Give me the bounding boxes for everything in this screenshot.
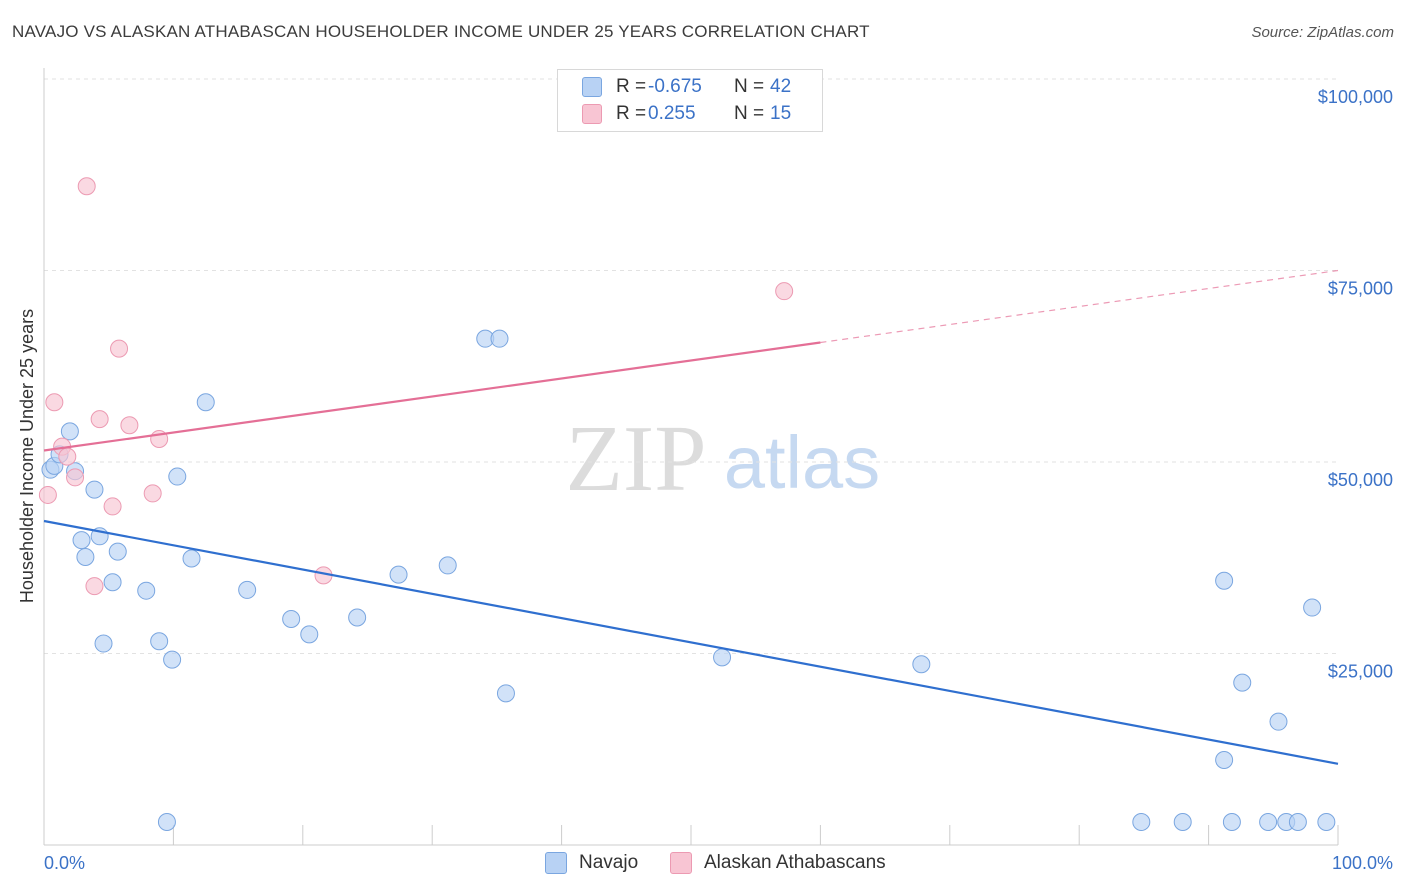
y-tick-label: $100,000	[1318, 87, 1393, 107]
data-point	[775, 282, 794, 301]
data-point	[1222, 813, 1241, 832]
trend-lines	[43, 269, 1339, 765]
axes	[43, 68, 1339, 846]
trend-line-alaskan	[43, 341, 821, 452]
legend-row-alaskan: R = 0.255 N = 15	[582, 101, 791, 127]
correlation-legend: R = -0.675 N = 42 R = 0.255 N = 15	[557, 69, 823, 132]
data-point	[108, 542, 127, 561]
legend-r-value: 0.255	[648, 103, 696, 124]
data-point	[1233, 673, 1252, 692]
data-point	[1317, 813, 1336, 832]
data-point	[66, 468, 85, 487]
legend-label-alaskan: Alaskan Athabascans	[704, 852, 886, 873]
legend-row-navajo: R = -0.675 N = 42	[582, 74, 791, 100]
data-point	[438, 556, 457, 575]
series-legend: Navajo Alaskan Athabascans	[0, 852, 1406, 876]
data-point	[85, 480, 104, 499]
legend-swatch-alaskan	[670, 852, 692, 874]
data-point	[1269, 712, 1288, 731]
x-tick-label: 100.0%	[1332, 853, 1393, 873]
watermark-zip: ZIP	[566, 407, 707, 511]
data-point	[94, 634, 113, 653]
data-point	[85, 577, 104, 596]
series-navajo	[41, 329, 1336, 832]
data-point	[38, 485, 57, 504]
data-point	[238, 580, 257, 599]
legend-swatch-navajo	[545, 852, 567, 874]
data-point	[1303, 598, 1322, 617]
legend-r-value: -0.675	[648, 76, 702, 97]
data-point	[1215, 571, 1234, 590]
data-point	[1215, 750, 1234, 769]
data-point	[196, 393, 215, 412]
data-point	[496, 684, 515, 703]
legend-label-navajo: Navajo	[579, 852, 639, 873]
legend-item-alaskan[interactable]: Alaskan Athabascans	[670, 852, 886, 874]
chart-title: NAVAJO VS ALASKAN ATHABASCAN HOUSEHOLDER…	[12, 22, 870, 41]
data-point	[76, 547, 95, 566]
data-point	[163, 650, 182, 669]
data-point	[103, 497, 122, 516]
data-point	[90, 410, 109, 429]
data-point	[182, 549, 201, 568]
data-point	[348, 608, 367, 627]
data-point	[168, 467, 187, 486]
data-point	[103, 573, 122, 592]
data-point	[1132, 813, 1151, 832]
legend-swatch-alaskan	[582, 104, 602, 124]
data-point	[912, 655, 931, 674]
data-point	[45, 393, 64, 412]
watermark: ZIP atlas	[566, 407, 881, 511]
series-alaskan	[38, 177, 794, 596]
gridlines	[44, 78, 1338, 654]
legend-n-value: 42	[770, 76, 792, 97]
y-tick-label: $50,000	[1328, 470, 1393, 490]
data-point	[120, 416, 139, 435]
legend-item-navajo[interactable]: Navajo	[545, 852, 638, 874]
data-point	[58, 447, 77, 466]
source-label: Source: ZipAtlas.com	[1251, 24, 1394, 41]
x-tick-label: 0.0%	[44, 853, 85, 873]
data-point	[143, 484, 162, 503]
data-point	[300, 625, 319, 644]
legend-swatch-navajo	[582, 77, 602, 97]
data-point	[282, 610, 301, 629]
y-axis-label: Householder Income Under 25 years	[17, 309, 37, 603]
trend-line-navajo	[43, 519, 1339, 765]
legend-r-label: R =	[616, 103, 647, 124]
data-points	[38, 177, 1336, 832]
data-point	[72, 531, 91, 550]
data-point	[713, 648, 732, 667]
data-point	[110, 339, 129, 358]
legend-r-label: R =	[616, 76, 647, 97]
data-point	[1173, 813, 1192, 832]
y-tick-label: $25,000	[1328, 662, 1393, 682]
data-point	[77, 177, 96, 196]
data-point	[1259, 813, 1278, 832]
y-tick-label: $75,000	[1328, 279, 1393, 299]
legend-n-label: N =	[734, 76, 765, 97]
watermark-atlas: atlas	[724, 421, 880, 504]
data-point	[389, 565, 408, 584]
data-point	[157, 813, 176, 832]
data-point	[137, 581, 156, 600]
legend-n-label: N =	[734, 103, 765, 124]
legend-n-value: 15	[770, 103, 792, 124]
data-point	[60, 422, 79, 441]
trend-line-extension	[820, 269, 1339, 344]
data-point	[150, 632, 169, 651]
data-point	[1288, 813, 1307, 832]
data-point	[490, 329, 509, 348]
tick-labels: $25,000 $50,000 $75,000 $100,000 0.0% 100.0%	[44, 87, 1393, 873]
